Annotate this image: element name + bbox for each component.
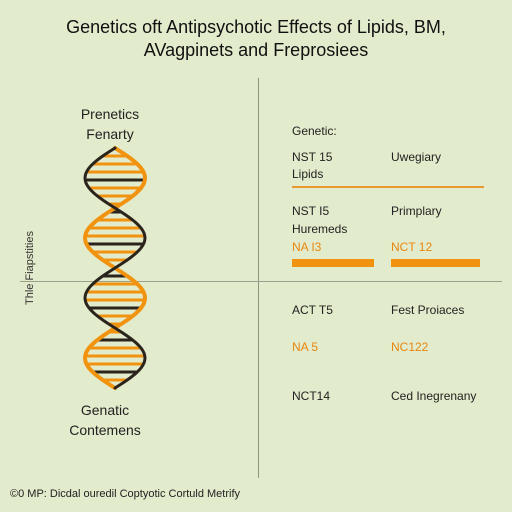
row1-left-line2: Lipids <box>292 167 324 181</box>
title-line-1: Genetics oft Antipsychotic Effects of Li… <box>66 17 446 37</box>
row3-left-value: NA 5 <box>292 340 319 354</box>
row3-left: ACT T5 <box>292 303 333 317</box>
row1-right: Uwegiary <box>391 150 442 164</box>
row1-underline <box>292 186 484 188</box>
vertical-divider <box>258 78 259 478</box>
side-axis-label: Thle Fiapstities <box>24 231 36 305</box>
row2-right-value: NCT 12 <box>391 240 433 254</box>
title-line-2: AVagpinets and Freprosiees <box>143 40 369 60</box>
row2-left-value: NA I3 <box>292 240 322 254</box>
row2-left-line1: NST I5 <box>292 204 330 218</box>
horizontal-divider <box>20 281 502 282</box>
helix-bottom-label: Genatic Contemens <box>45 400 165 440</box>
row1-left-line1: NST 15 <box>292 150 333 164</box>
row4-left: NCT14 <box>292 389 331 403</box>
row2-left-bar <box>292 259 374 267</box>
panel-header: Genetic: <box>292 124 337 138</box>
helix-strand-dark <box>83 146 147 390</box>
dna-helix-icon <box>82 146 148 390</box>
row2-right: Primplary <box>391 204 442 218</box>
helix-bottom-label-line1: Genatic <box>80 402 130 418</box>
row2-left-line2: Huremeds <box>292 222 348 236</box>
helix-top-label-line2: Fenarty <box>86 126 134 142</box>
row3-right: Fest Proiaces <box>391 303 465 317</box>
helix-bottom-label-line2: Contemens <box>69 422 141 438</box>
helix-top-label-line1: Prenetics <box>80 106 140 122</box>
footer-caption: ©0 MP: Dicdal ouredil Coptyotic Cortuld … <box>10 488 241 500</box>
row3-right-value: NC122 <box>391 340 429 354</box>
row4-right: Ced Inegrenany <box>391 389 477 403</box>
helix-top-label: Prenetics Fenarty <box>55 104 165 144</box>
row2-right-bar <box>391 259 480 267</box>
